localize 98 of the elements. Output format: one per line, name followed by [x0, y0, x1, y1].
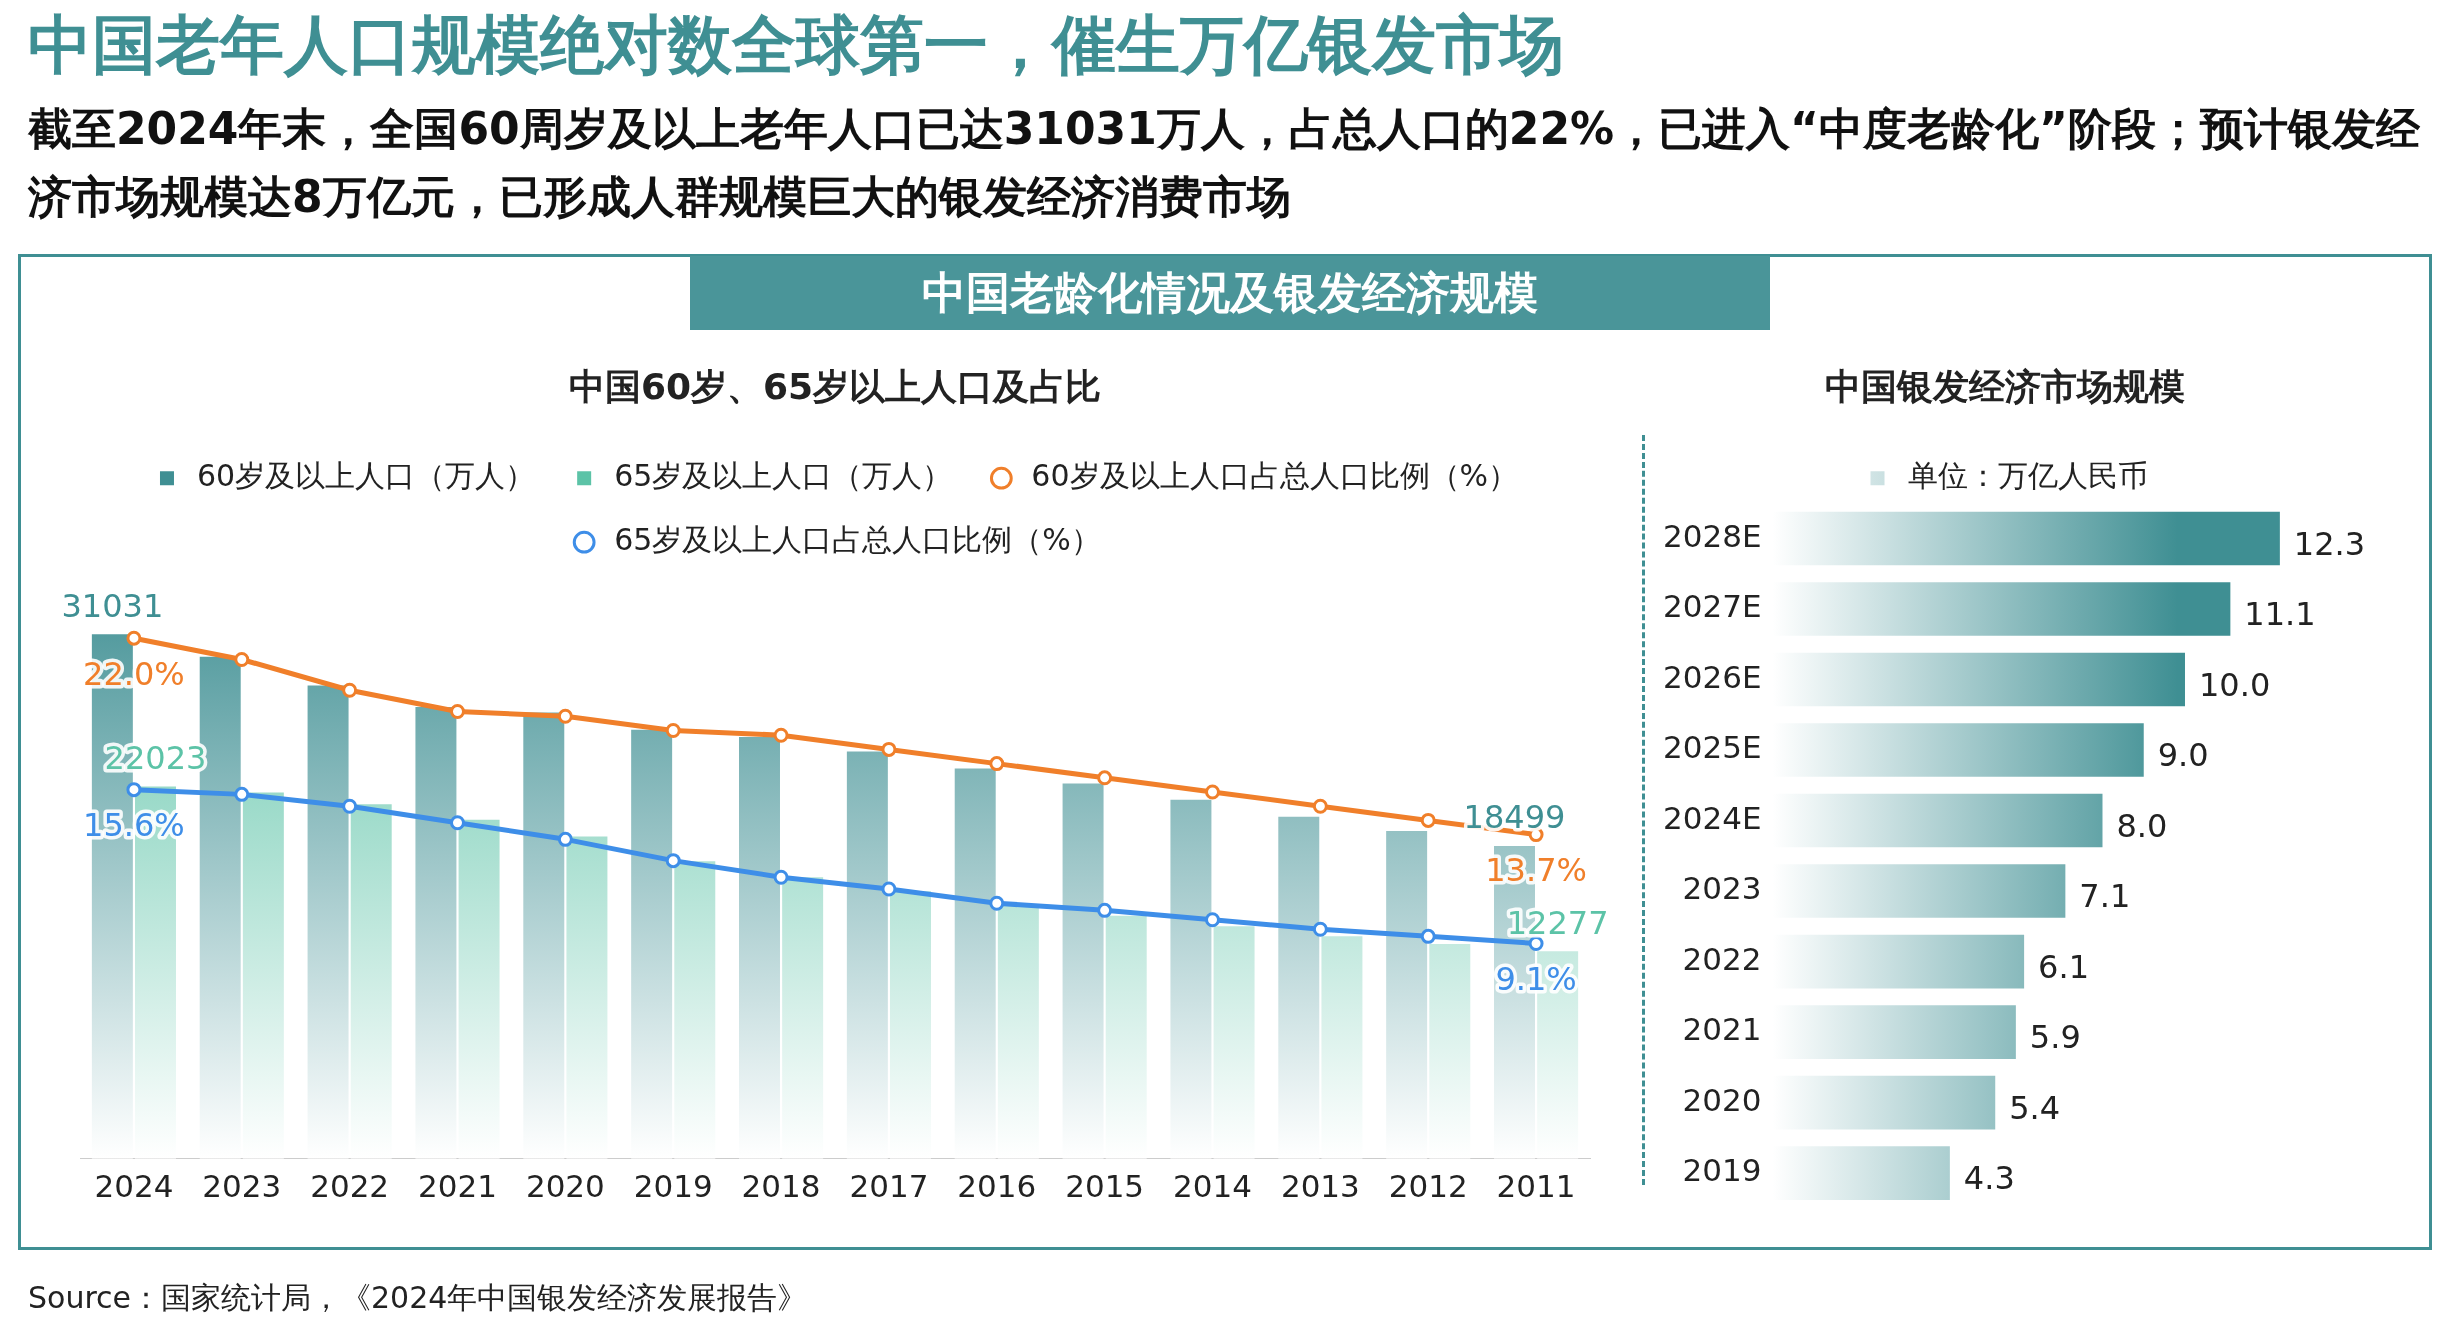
bar — [997, 905, 1039, 1159]
bar — [954, 768, 996, 1159]
point — [557, 831, 573, 847]
data-label: 9.0 — [2157, 736, 2209, 775]
y-tick-label: 2020 — [1682, 1081, 1762, 1118]
x-tick-label: 2019 — [633, 1168, 713, 1205]
x-tick-label: 2023 — [202, 1168, 282, 1205]
point — [1420, 812, 1436, 828]
bar — [631, 729, 673, 1159]
x-tick-label: 2024 — [94, 1168, 174, 1205]
point — [1312, 921, 1328, 937]
point — [1420, 928, 1436, 944]
x-tick-label: 2016 — [957, 1168, 1037, 1205]
text: 截至2024年末，全国60周岁及以上老年人口已达31031万人，占总人口的22%，已进入“中度老龄化”阶段；预计银发经济市场规模达8万亿元，已形成人群规模巨大的银发经济消费市场 — [28, 102, 2421, 224]
data-label: 31031 — [61, 586, 164, 625]
data-label: 5.9 — [2029, 1018, 2081, 1057]
data-label: 5.4 — [2009, 1088, 2061, 1127]
data-label: 11.1 — [2244, 595, 2316, 634]
y-tick-label: 2026E — [1663, 658, 1762, 695]
point — [234, 651, 250, 667]
data-label: 12.3 — [2293, 524, 2366, 563]
bar — [674, 861, 716, 1159]
bar — [1429, 943, 1471, 1159]
x-tick-label: 2015 — [1065, 1168, 1145, 1205]
point — [665, 853, 681, 869]
point — [1205, 912, 1220, 928]
point — [234, 786, 250, 802]
bar — [1321, 936, 1363, 1159]
bar — [846, 751, 888, 1159]
x-tick-label: 2021 — [418, 1168, 497, 1205]
y-tick-label: 2022 — [1682, 940, 1762, 977]
bar — [415, 706, 457, 1159]
data-label: 10.0 — [2198, 665, 2271, 704]
point — [989, 895, 1005, 911]
bar — [1213, 926, 1255, 1159]
x-tick-label: 2020 — [525, 1168, 605, 1205]
chart-title: 中国60岁、65岁以上人口及占比 — [568, 365, 1102, 407]
point — [342, 682, 358, 698]
y-tick-label: 2021 — [1682, 1011, 1762, 1048]
bar — [1386, 831, 1428, 1159]
point — [881, 741, 897, 757]
point — [1097, 902, 1113, 918]
point — [1097, 770, 1113, 786]
x-tick-label: 2022 — [310, 1168, 390, 1205]
y-tick-label: 2028E — [1663, 517, 1762, 554]
y-tick-label: 2027E — [1663, 588, 1762, 625]
data-label: 8.0 — [2116, 806, 2168, 845]
bar — [307, 685, 349, 1159]
data-label: 13.7% — [1485, 850, 1587, 889]
x-tick-label: 2013 — [1280, 1168, 1360, 1205]
legend-label: 65岁及以上人口占总人口比例（%） — [614, 522, 1101, 557]
bar — [890, 891, 931, 1159]
y-tick-label: 2023 — [1682, 870, 1762, 907]
point — [989, 756, 1005, 772]
bar — [1170, 799, 1212, 1159]
bar — [1062, 783, 1104, 1159]
point — [557, 708, 573, 724]
data-label: 9.1% — [1495, 959, 1577, 998]
bar — [350, 804, 392, 1159]
y-tick-label: 2024E — [1663, 799, 1762, 836]
point — [1312, 798, 1328, 814]
data-label: 18499 — [1463, 798, 1566, 837]
point — [881, 881, 897, 897]
bar — [739, 737, 780, 1159]
legend-label: 单位：万亿人民币 — [1907, 458, 2148, 493]
x-tick-label: 2017 — [849, 1168, 929, 1205]
data-label: 4.3 — [1963, 1159, 2015, 1198]
bar — [1278, 816, 1320, 1159]
bar — [566, 836, 608, 1159]
legend-label: 60岁及以上人口（万人） — [196, 458, 536, 493]
data-label: 6.1 — [2038, 947, 2089, 986]
x-tick-label: 2014 — [1173, 1168, 1252, 1205]
point — [126, 782, 142, 798]
x-tick-label: 2012 — [1388, 1168, 1468, 1205]
text: 中国老龄化情况及银发经济规模 — [690, 256, 1770, 330]
source-note: Source：国家统计局，《2024年中国银发经济发展报告》 — [28, 1279, 808, 1317]
y-tick-label: 2025E — [1663, 729, 1762, 766]
point — [450, 704, 465, 720]
bar — [1105, 915, 1147, 1159]
x-tick-label: 2011 — [1496, 1168, 1576, 1205]
bar — [458, 819, 500, 1159]
bar — [242, 792, 284, 1159]
text: 中国老年人口规模绝对数全球第一，催生万亿银发市场 — [28, 7, 1564, 84]
point — [126, 630, 142, 646]
point — [773, 727, 789, 743]
data-label: 7.1 — [2079, 877, 2131, 916]
point — [1528, 935, 1544, 951]
x-tick-label: 2018 — [741, 1168, 821, 1205]
point — [1205, 784, 1220, 800]
point — [450, 815, 465, 831]
bar — [782, 877, 824, 1159]
data-label: 12277 — [1506, 903, 1609, 942]
point — [665, 722, 681, 738]
legend-label: 60岁及以上人口占总人口比例（%） — [1031, 458, 1519, 493]
chart-title: 中国银发经济市场规模 — [1825, 365, 2185, 407]
point — [773, 869, 789, 885]
point — [342, 798, 358, 814]
legend-label: 65岁及以上人口（万人） — [614, 458, 953, 493]
